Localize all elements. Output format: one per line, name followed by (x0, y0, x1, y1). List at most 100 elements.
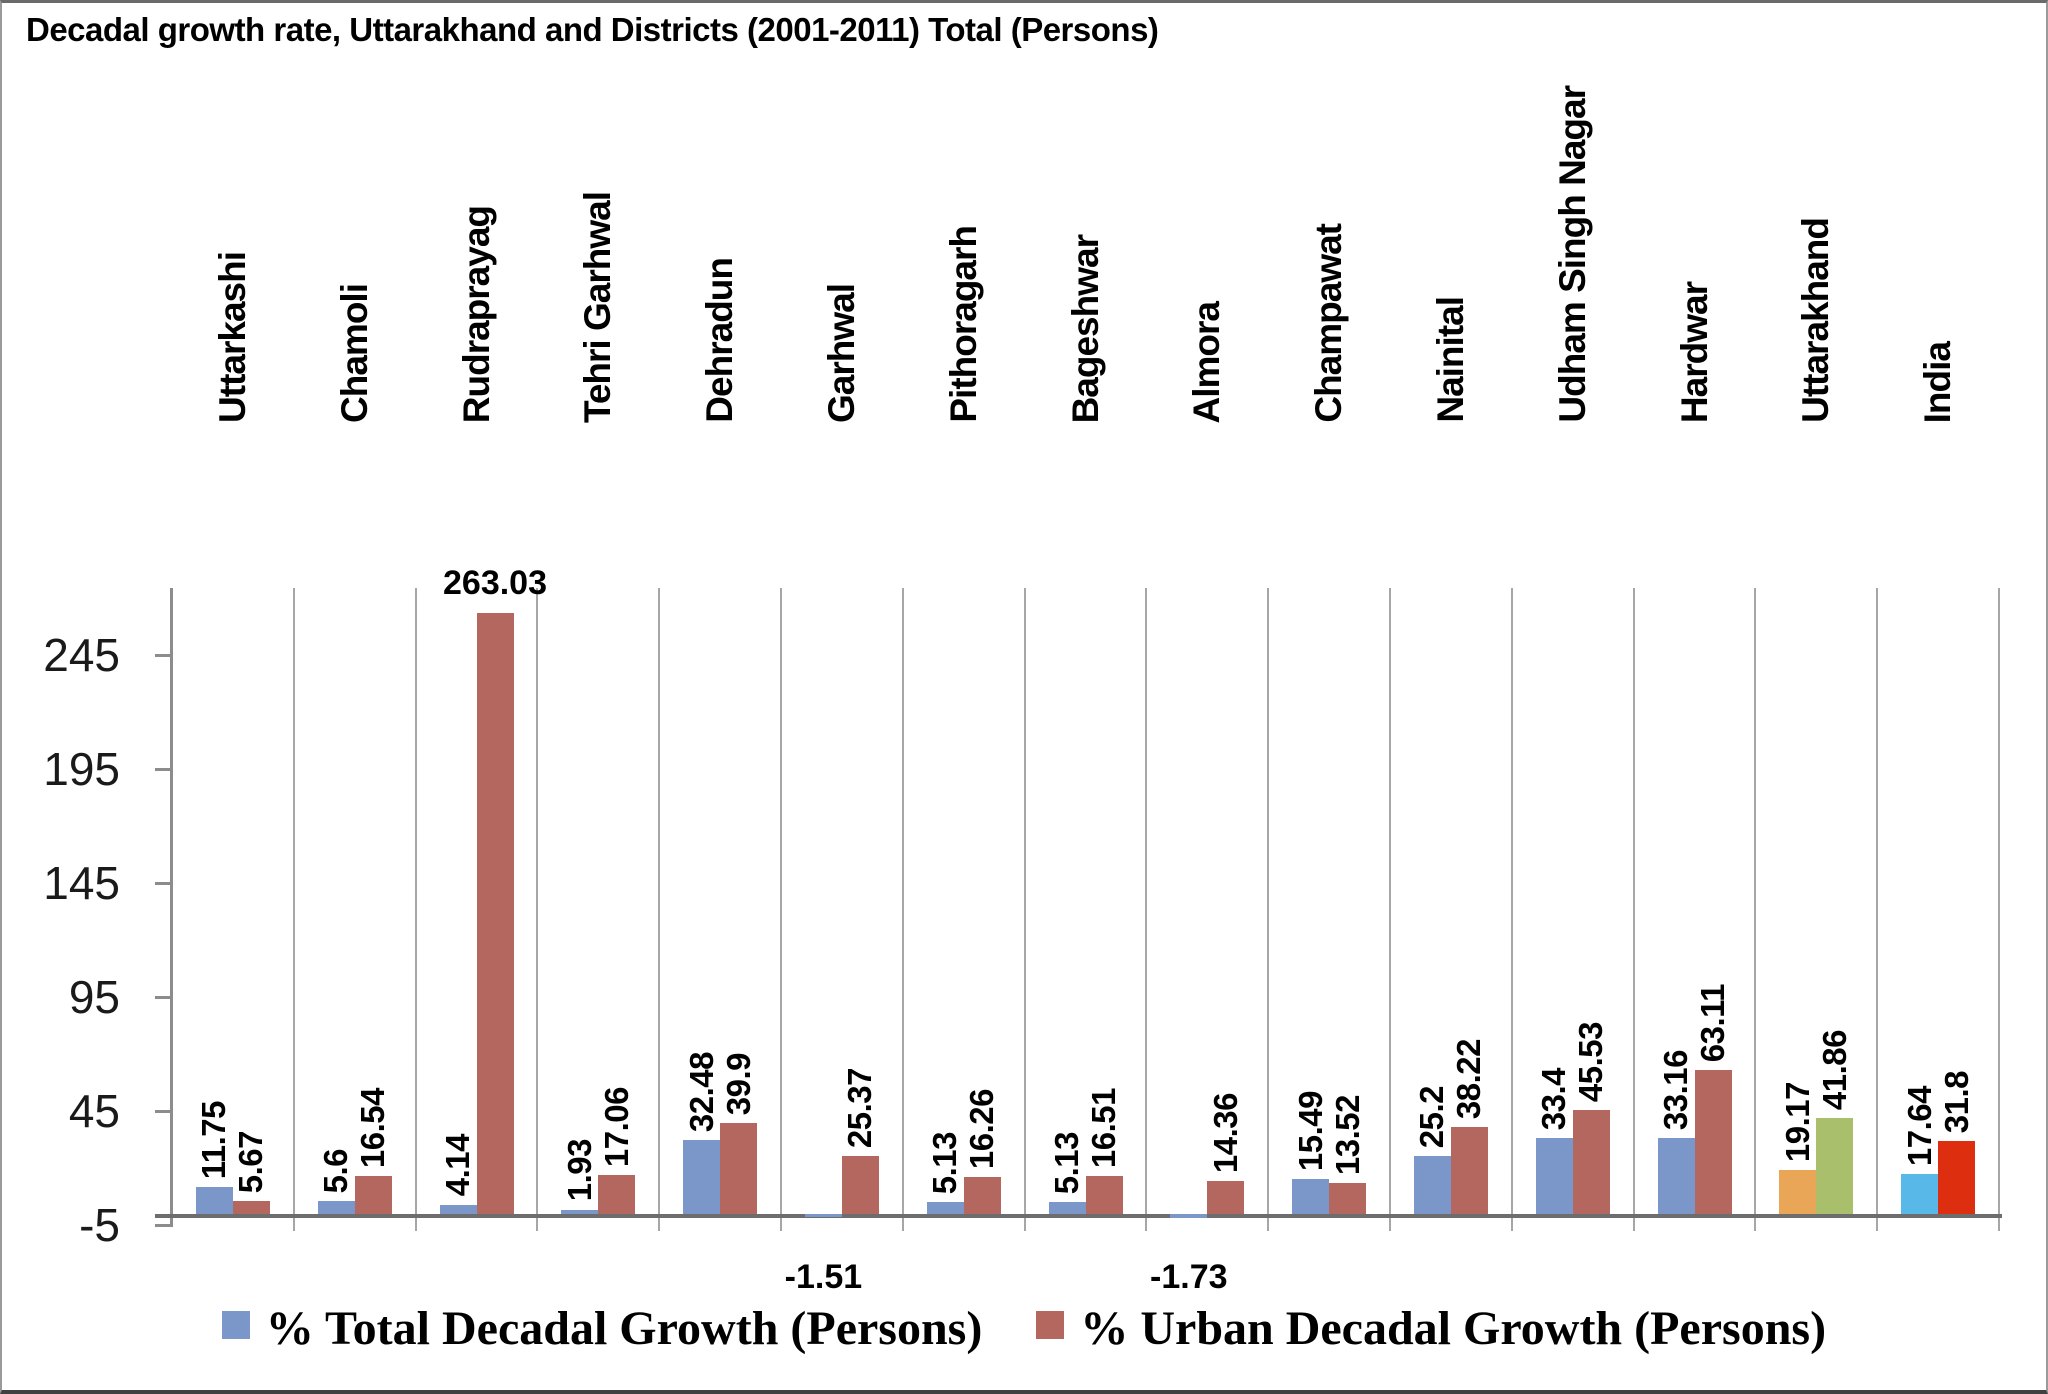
bar-total (804, 1214, 842, 1218)
x-axis-line (155, 1214, 2002, 1218)
value-label: 63.11 (1694, 983, 1731, 1062)
value-label: 263.03 (443, 564, 547, 603)
category-gridline (536, 588, 539, 1231)
category-gridline (1876, 588, 1879, 1231)
category-label: Garhwal (820, 284, 862, 423)
bar-urban (1207, 1181, 1245, 1214)
legend-label-total: % Total Decadal Growth (Persons) (265, 1302, 983, 1355)
value-label: 33.16 (1657, 1050, 1694, 1131)
y-axis-tick (155, 1110, 172, 1114)
legend: % Total Decadal Growth (Persons) % Urban… (2, 1299, 2046, 1369)
value-label: 1.93 (560, 1139, 598, 1202)
bar-total (1413, 1156, 1451, 1214)
value-label: 5.67 (232, 1130, 270, 1194)
legend-swatch-total (221, 1311, 250, 1339)
bar-urban (841, 1156, 879, 1214)
category-gridline (901, 588, 904, 1231)
category-label: Udham Singh Nagar (1551, 86, 1593, 423)
bar-urban (963, 1176, 1001, 1214)
category-gridline (1754, 588, 1757, 1231)
y-axis-tick (155, 767, 172, 771)
category-gridline (1267, 588, 1270, 1231)
y-axis-tick (155, 881, 172, 885)
category-label: Almora (1186, 301, 1228, 423)
legend-label-urban: % Urban Decadal Growth (Persons) (1080, 1302, 1827, 1355)
category-gridline (1632, 588, 1635, 1231)
value-label: 45.53 (1572, 1021, 1610, 1103)
bar-urban (476, 613, 514, 1214)
bar-urban (1816, 1118, 1854, 1214)
value-label: 33.4 (1535, 1067, 1573, 1130)
value-label: 11.75 (195, 1100, 233, 1180)
bar-total (926, 1202, 964, 1214)
category-label: Pithoragarh (942, 226, 984, 423)
category-gridline (292, 588, 295, 1231)
category-gridline (1510, 588, 1513, 1231)
bar-total (683, 1139, 721, 1214)
value-label: 16.26 (963, 1088, 1001, 1169)
bar-urban (1572, 1110, 1610, 1214)
value-label: 41.86 (1815, 1030, 1853, 1111)
y-axis-tick (155, 653, 172, 657)
category-label: Rudraprayag (455, 205, 497, 423)
value-label: 19.17 (1778, 1082, 1816, 1163)
value-label: 17.64 (1900, 1085, 1938, 1166)
bar-urban (720, 1122, 758, 1214)
chart-title: Decadal growth rate, Uttarakhand and Dis… (26, 11, 1159, 48)
value-label: 25.2 (1413, 1086, 1451, 1149)
bar-urban (1085, 1176, 1123, 1214)
category-axis-labels: Uttarkashi Chamoli Rudraprayag Tehri Garhwa… (172, 3, 1999, 426)
value-label: 14.36 (1206, 1093, 1244, 1174)
category-label: Uttarkashi (211, 252, 253, 423)
value-label: 5.13 (1048, 1132, 1085, 1195)
value-label: -1.73 (1150, 1258, 1228, 1296)
y-axis-tick-label: 245 (43, 628, 120, 681)
value-label: 38.22 (1450, 1038, 1488, 1119)
category-label: Champawat (1308, 224, 1350, 423)
value-label: 16.51 (1085, 1088, 1122, 1169)
bar-urban (1450, 1126, 1488, 1214)
value-label: 5.13 (926, 1132, 964, 1195)
y-axis-tick-label: -5 (79, 1199, 120, 1252)
legend-swatch-urban (1036, 1311, 1065, 1339)
category-label: Tehri Garhwal (577, 192, 619, 423)
category-label: Dehradun (699, 258, 741, 423)
value-label: 17.06 (597, 1086, 635, 1168)
y-axis-tick (155, 1224, 172, 1228)
bar-total (1657, 1138, 1695, 1214)
bar-total (1170, 1214, 1208, 1218)
bar-total (195, 1187, 233, 1214)
bar-urban (598, 1175, 636, 1214)
y-axis-tick-label: 45 (68, 1085, 120, 1138)
value-label: 31.8 (1937, 1071, 1975, 1134)
category-gridline (1389, 588, 1391, 1231)
bar-total (1535, 1137, 1573, 1214)
value-label: 5.6 (317, 1148, 355, 1194)
category-gridline (1023, 588, 1026, 1231)
y-axis-tick-label: 95 (68, 971, 120, 1024)
category-label: Bageshwar (1064, 234, 1106, 423)
category-label: Nainital (1429, 297, 1471, 423)
value-label: 32.48 (682, 1051, 720, 1132)
plot-area: 245 195 145 95 45 -5 11.75 5.67 5.6 16.54 4.14 263.… (43, 564, 2002, 1296)
category-gridline (658, 588, 661, 1231)
category-label: Chamoli (333, 284, 375, 423)
value-label: 39.9 (719, 1052, 757, 1115)
y-axis-tick-label: 145 (43, 856, 120, 909)
legend-item-total: % Total Decadal Growth (Persons) (221, 1299, 983, 1359)
category-label: Hardwar (1673, 281, 1715, 423)
value-label: 13.52 (1328, 1095, 1366, 1176)
bar-urban (232, 1201, 270, 1214)
bar-urban (1694, 1069, 1732, 1214)
bar-urban (1329, 1183, 1367, 1214)
bar-urban (1938, 1141, 1976, 1214)
bar-urban (354, 1176, 392, 1214)
y-axis-line (170, 588, 173, 1227)
bar-total (1292, 1178, 1330, 1214)
category-label: India (1917, 341, 1959, 423)
y-axis-tick-label: 195 (43, 742, 120, 795)
bar-total (1901, 1173, 1939, 1214)
bar-total (317, 1201, 355, 1214)
bar-total (1779, 1170, 1817, 1214)
